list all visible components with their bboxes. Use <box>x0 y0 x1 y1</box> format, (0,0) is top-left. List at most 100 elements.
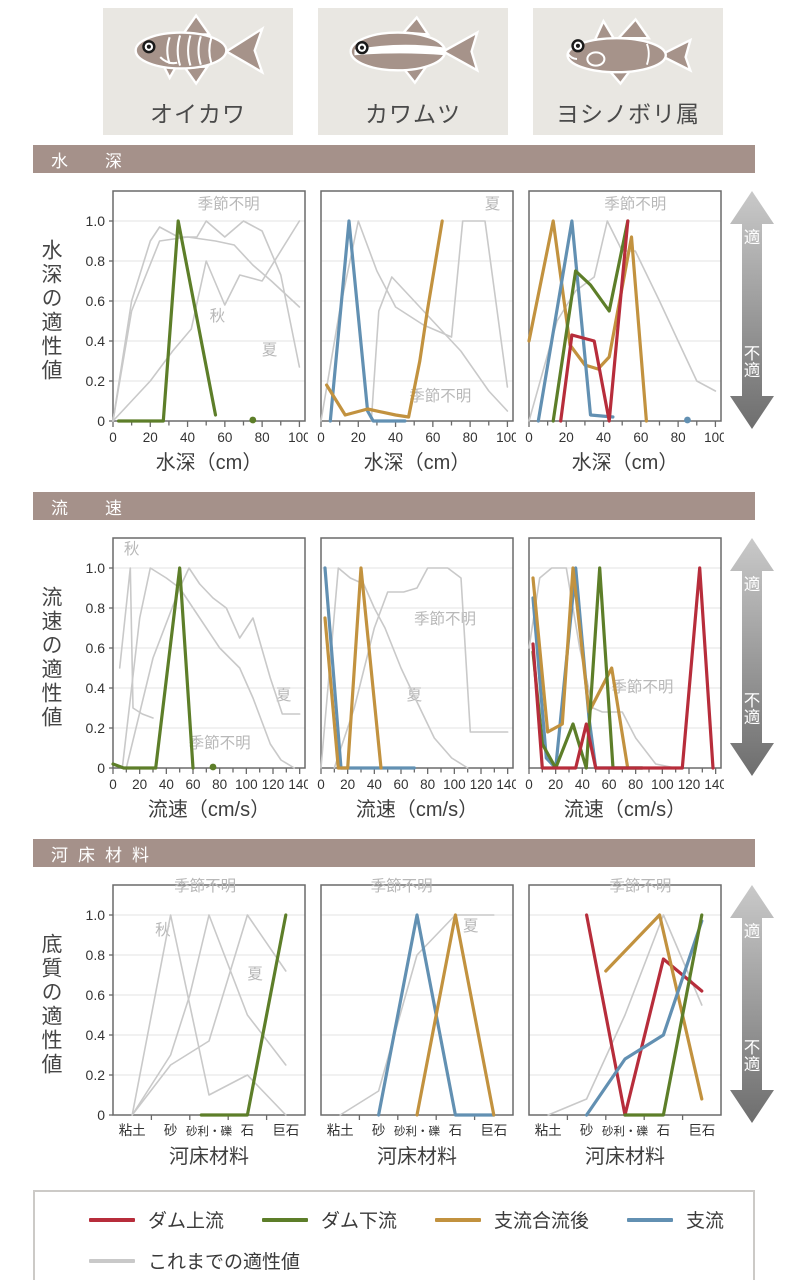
legend-box: ダム上流 ダム下流 支流合流後 支流 これまでの適性値 <box>33 1190 755 1280</box>
legend-row-1: ダム上流 ダム下流 支流合流後 支流 <box>89 1206 753 1233</box>
svg-text:夏: 夏 <box>247 966 263 983</box>
svg-text:0.2: 0.2 <box>86 373 106 389</box>
svg-text:20: 20 <box>132 777 147 792</box>
svg-text:粘土: 粘土 <box>327 1123 354 1138</box>
svg-text:粘土: 粘土 <box>535 1123 562 1138</box>
yoshinobori-fish-icon <box>566 17 693 86</box>
svg-text:60: 60 <box>633 430 648 445</box>
legend-item-tributary-confluence: 支流合流後 <box>435 1206 589 1233</box>
svg-text:80: 80 <box>628 777 643 792</box>
svg-text:0.2: 0.2 <box>86 720 106 736</box>
legend-label-tributary: 支流 <box>686 1211 725 1232</box>
svg-text:140: 140 <box>496 777 516 792</box>
arrow-label-suitable: 適 <box>744 228 761 247</box>
chart-velocity-kawamutsu: 0 20 40 60 80 100 120 140 流速（cm/s） 季節不明夏 <box>308 528 519 829</box>
svg-text:粘土: 粘土 <box>119 1123 146 1138</box>
suitability-arrow-depth: 適不適 <box>730 191 774 434</box>
legend-label-tributary-confluence: 支流合流後 <box>494 1211 590 1232</box>
svg-text:夏: 夏 <box>463 918 479 935</box>
svg-text:140: 140 <box>288 777 308 792</box>
svg-text:夏: 夏 <box>485 196 501 213</box>
chart-svg: 粘土 砂砂利・礫石 巨石河床材料 季節不明 <box>528 877 722 1168</box>
legend-swatch-tributary-confluence <box>435 1217 482 1222</box>
arrow-label-suitable: 適 <box>744 922 761 941</box>
legend-item-previous: これまでの適性値 <box>89 1247 300 1274</box>
fish-label-yoshinobori: ヨシノボリ属 <box>556 101 700 127</box>
y-axis-title-velocity: 流速の適性値 <box>39 586 62 730</box>
legend-label-dam-downstream: ダム下流 <box>321 1211 398 1232</box>
svg-text:0.8: 0.8 <box>86 947 106 963</box>
legend-item-dam-downstream: ダム下流 <box>262 1206 397 1233</box>
svg-text:石: 石 <box>241 1123 255 1138</box>
chart-material-kawamutsu: 粘土 砂砂利・礫石 巨石 河床材料 季節不明夏 <box>308 875 516 1176</box>
svg-text:80: 80 <box>671 430 686 445</box>
svg-text:100: 100 <box>288 430 308 445</box>
svg-text:0.6: 0.6 <box>86 987 106 1003</box>
section-header-material: 河床材料 <box>33 839 755 867</box>
svg-text:80: 80 <box>255 430 270 445</box>
svg-text:80: 80 <box>212 777 227 792</box>
arrow-label-unsuitable: 不適 <box>744 345 761 380</box>
svg-text:40: 40 <box>180 430 195 445</box>
svg-text:季節不明: 季節不明 <box>174 877 236 895</box>
svg-text:0.4: 0.4 <box>86 680 106 696</box>
svg-text:40: 40 <box>367 777 382 792</box>
legend-label-dam-upstream: ダム上流 <box>148 1211 225 1232</box>
svg-text:40: 40 <box>575 777 590 792</box>
svg-text:100: 100 <box>651 777 674 792</box>
svg-text:0.6: 0.6 <box>86 640 106 656</box>
svg-text:季節不明: 季節不明 <box>198 195 260 213</box>
svg-text:砂利・礫: 砂利・礫 <box>394 1124 440 1138</box>
svg-text:0: 0 <box>97 413 105 429</box>
chart-depth-yoshinobori: 0 20 40 60 80 100 水深（cm） 季節不明 <box>516 181 727 482</box>
svg-text:80: 80 <box>420 777 435 792</box>
chart-svg: 0 20 40 60 80 100 120 140 0 0.2 0.4 0.6 0.8 1.0 流速（cm/… <box>86 537 311 821</box>
svg-text:夏: 夏 <box>276 687 292 704</box>
suitability-arrow-velocity: 適不適 <box>730 538 774 781</box>
fish-box-kawamutsu: カワムツ <box>318 8 508 135</box>
svg-text:季節不明: 季節不明 <box>414 610 476 628</box>
svg-text:100: 100 <box>235 777 258 792</box>
svg-text:砂利・礫: 砂利・礫 <box>602 1124 648 1138</box>
svg-text:季節不明: 季節不明 <box>604 195 666 213</box>
svg-text:20: 20 <box>340 777 355 792</box>
chart-svg: 粘土 砂砂利・礫石 巨石河床材料 季節不明夏 <box>320 877 514 1168</box>
svg-text:季節不明: 季節不明 <box>371 877 433 895</box>
svg-text:0.4: 0.4 <box>86 333 106 349</box>
fish-label-oikawa: オイカワ <box>150 101 246 127</box>
chart-svg: 粘土砂砂利・礫石巨石00.20.40.60.81.0河床材料季節不明秋夏 <box>86 877 306 1168</box>
svg-text:砂: 砂 <box>372 1123 386 1138</box>
fish-label-kawamutsu: カワムツ <box>365 101 461 127</box>
legend-swatch-dam-downstream <box>262 1217 309 1222</box>
svg-text:60: 60 <box>601 777 616 792</box>
svg-text:60: 60 <box>425 430 440 445</box>
legend-swatch-previous <box>89 1258 135 1263</box>
svg-text:季節不明: 季節不明 <box>409 387 471 405</box>
svg-text:0: 0 <box>109 430 117 445</box>
arrow-label-unsuitable: 不適 <box>744 1039 761 1074</box>
legend-swatch-tributary <box>627 1217 674 1222</box>
svg-text:100: 100 <box>496 430 516 445</box>
svg-text:20: 20 <box>559 430 574 445</box>
section-title-depth: 水 深 <box>51 151 132 171</box>
chart-velocity-yoshinobori: 0 20 40 60 80 100 120 140 流速（cm/s） 季節不明 <box>516 528 727 829</box>
svg-text:1.0: 1.0 <box>86 560 106 576</box>
svg-text:40: 40 <box>388 430 403 445</box>
svg-text:水深（cm）: 水深（cm） <box>364 451 471 474</box>
svg-text:40: 40 <box>596 430 611 445</box>
svg-text:0: 0 <box>97 760 105 776</box>
charts-row-material: 底質の適性値 粘土砂砂利・礫石巨石 0 0.2 0.4 0.6 0.8 1.0 河床材料 季節不… <box>0 875 788 1176</box>
svg-text:河床材料: 河床材料 <box>169 1145 249 1168</box>
y-axis-title-depth: 水深の適性値 <box>39 239 62 383</box>
chart-material-oikawa: 粘土砂砂利・礫石巨石 0 0.2 0.4 0.6 0.8 1.0 河床材料 季節不明秋夏 <box>67 875 308 1176</box>
svg-text:0: 0 <box>109 777 117 792</box>
suitability-arrow-svg: 適不適 <box>730 538 774 776</box>
chart-svg: 0 20 40 60 80 100 水深（cm） 季節不明 <box>525 190 727 474</box>
svg-text:0: 0 <box>317 777 325 792</box>
svg-text:砂: 砂 <box>580 1123 594 1138</box>
svg-text:0: 0 <box>317 430 325 445</box>
svg-text:140: 140 <box>704 777 724 792</box>
fish-box-oikawa: オイカワ <box>103 8 293 135</box>
